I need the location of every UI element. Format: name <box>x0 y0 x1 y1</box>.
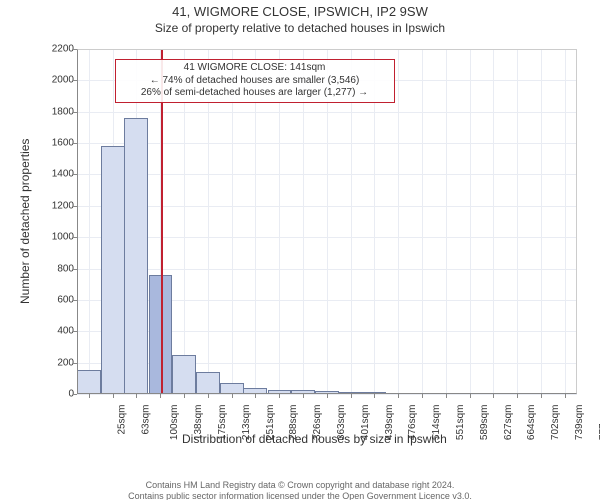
x-tick-label: 100sqm <box>169 405 180 441</box>
gridline-vertical <box>422 49 423 394</box>
x-tick-label: 627sqm <box>503 405 514 441</box>
chart-zone: Number of detached properties 0200400600… <box>42 44 582 434</box>
histogram-bar <box>220 383 244 394</box>
y-tick-label: 400 <box>57 326 74 337</box>
x-tick-label: 551sqm <box>455 405 466 441</box>
x-tick-label: 702sqm <box>550 405 561 441</box>
y-axis-title: Number of detached properties <box>18 139 32 304</box>
x-tick-label: 25sqm <box>116 405 127 435</box>
histogram-bar <box>77 370 101 394</box>
y-tick-label: 2000 <box>52 75 74 86</box>
y-tick-label: 600 <box>57 294 74 305</box>
y-tick-label: 1800 <box>52 106 74 117</box>
histogram-bar <box>196 372 220 394</box>
gridline-vertical <box>541 49 542 394</box>
chart-title: 41, WIGMORE CLOSE, IPSWICH, IP2 9SW <box>0 4 600 19</box>
annotation-box: 41 WIGMORE CLOSE: 141sqm← 74% of detache… <box>115 59 395 103</box>
gridline-vertical <box>446 49 447 394</box>
y-tick-label: 800 <box>57 263 74 274</box>
y-tick-label: 2200 <box>52 44 74 55</box>
x-axis-title: Distribution of detached houses by size … <box>182 432 447 446</box>
histogram-bar <box>124 118 148 394</box>
y-tick-label: 1600 <box>52 138 74 149</box>
annotation-line: 41 WIGMORE CLOSE: 141sqm <box>122 62 388 75</box>
gridline-vertical <box>89 49 90 394</box>
y-tick-label: 1000 <box>52 232 74 243</box>
gridline-vertical <box>398 49 399 394</box>
footer-attribution: Contains HM Land Registry data © Crown c… <box>0 480 600 500</box>
gridline-vertical <box>565 49 566 394</box>
y-axis-ticks: 0200400600800100012001400160018002000220… <box>42 49 77 394</box>
y-tick-label: 200 <box>57 357 74 368</box>
annotation-line: ← 74% of detached houses are smaller (3,… <box>122 75 388 88</box>
x-tick-label: 664sqm <box>526 405 537 441</box>
annotation-line: 26% of semi-detached houses are larger (… <box>122 87 388 100</box>
x-tick-label: 739sqm <box>574 405 585 441</box>
chart-container: 41, WIGMORE CLOSE, IPSWICH, IP2 9SW Size… <box>0 4 600 500</box>
histogram-bar <box>101 146 125 394</box>
gridline-vertical <box>493 49 494 394</box>
chart-subtitle: Size of property relative to detached ho… <box>0 21 600 35</box>
y-tick-label: 1200 <box>52 200 74 211</box>
x-tick-label: 589sqm <box>479 405 490 441</box>
x-axis-ticks: 25sqm63sqm100sqm138sqm175sqm213sqm251sqm… <box>77 394 577 434</box>
footer-line-2: Contains public sector information licen… <box>0 491 600 500</box>
gridline-vertical <box>517 49 518 394</box>
gridline-vertical <box>470 49 471 394</box>
y-tick-label: 1400 <box>52 169 74 180</box>
histogram-bar <box>172 355 196 394</box>
x-tick-label: 63sqm <box>140 405 151 435</box>
plot-area: 41 WIGMORE CLOSE: 141sqm← 74% of detache… <box>77 49 577 394</box>
footer-line-1: Contains HM Land Registry data © Crown c… <box>0 480 600 491</box>
